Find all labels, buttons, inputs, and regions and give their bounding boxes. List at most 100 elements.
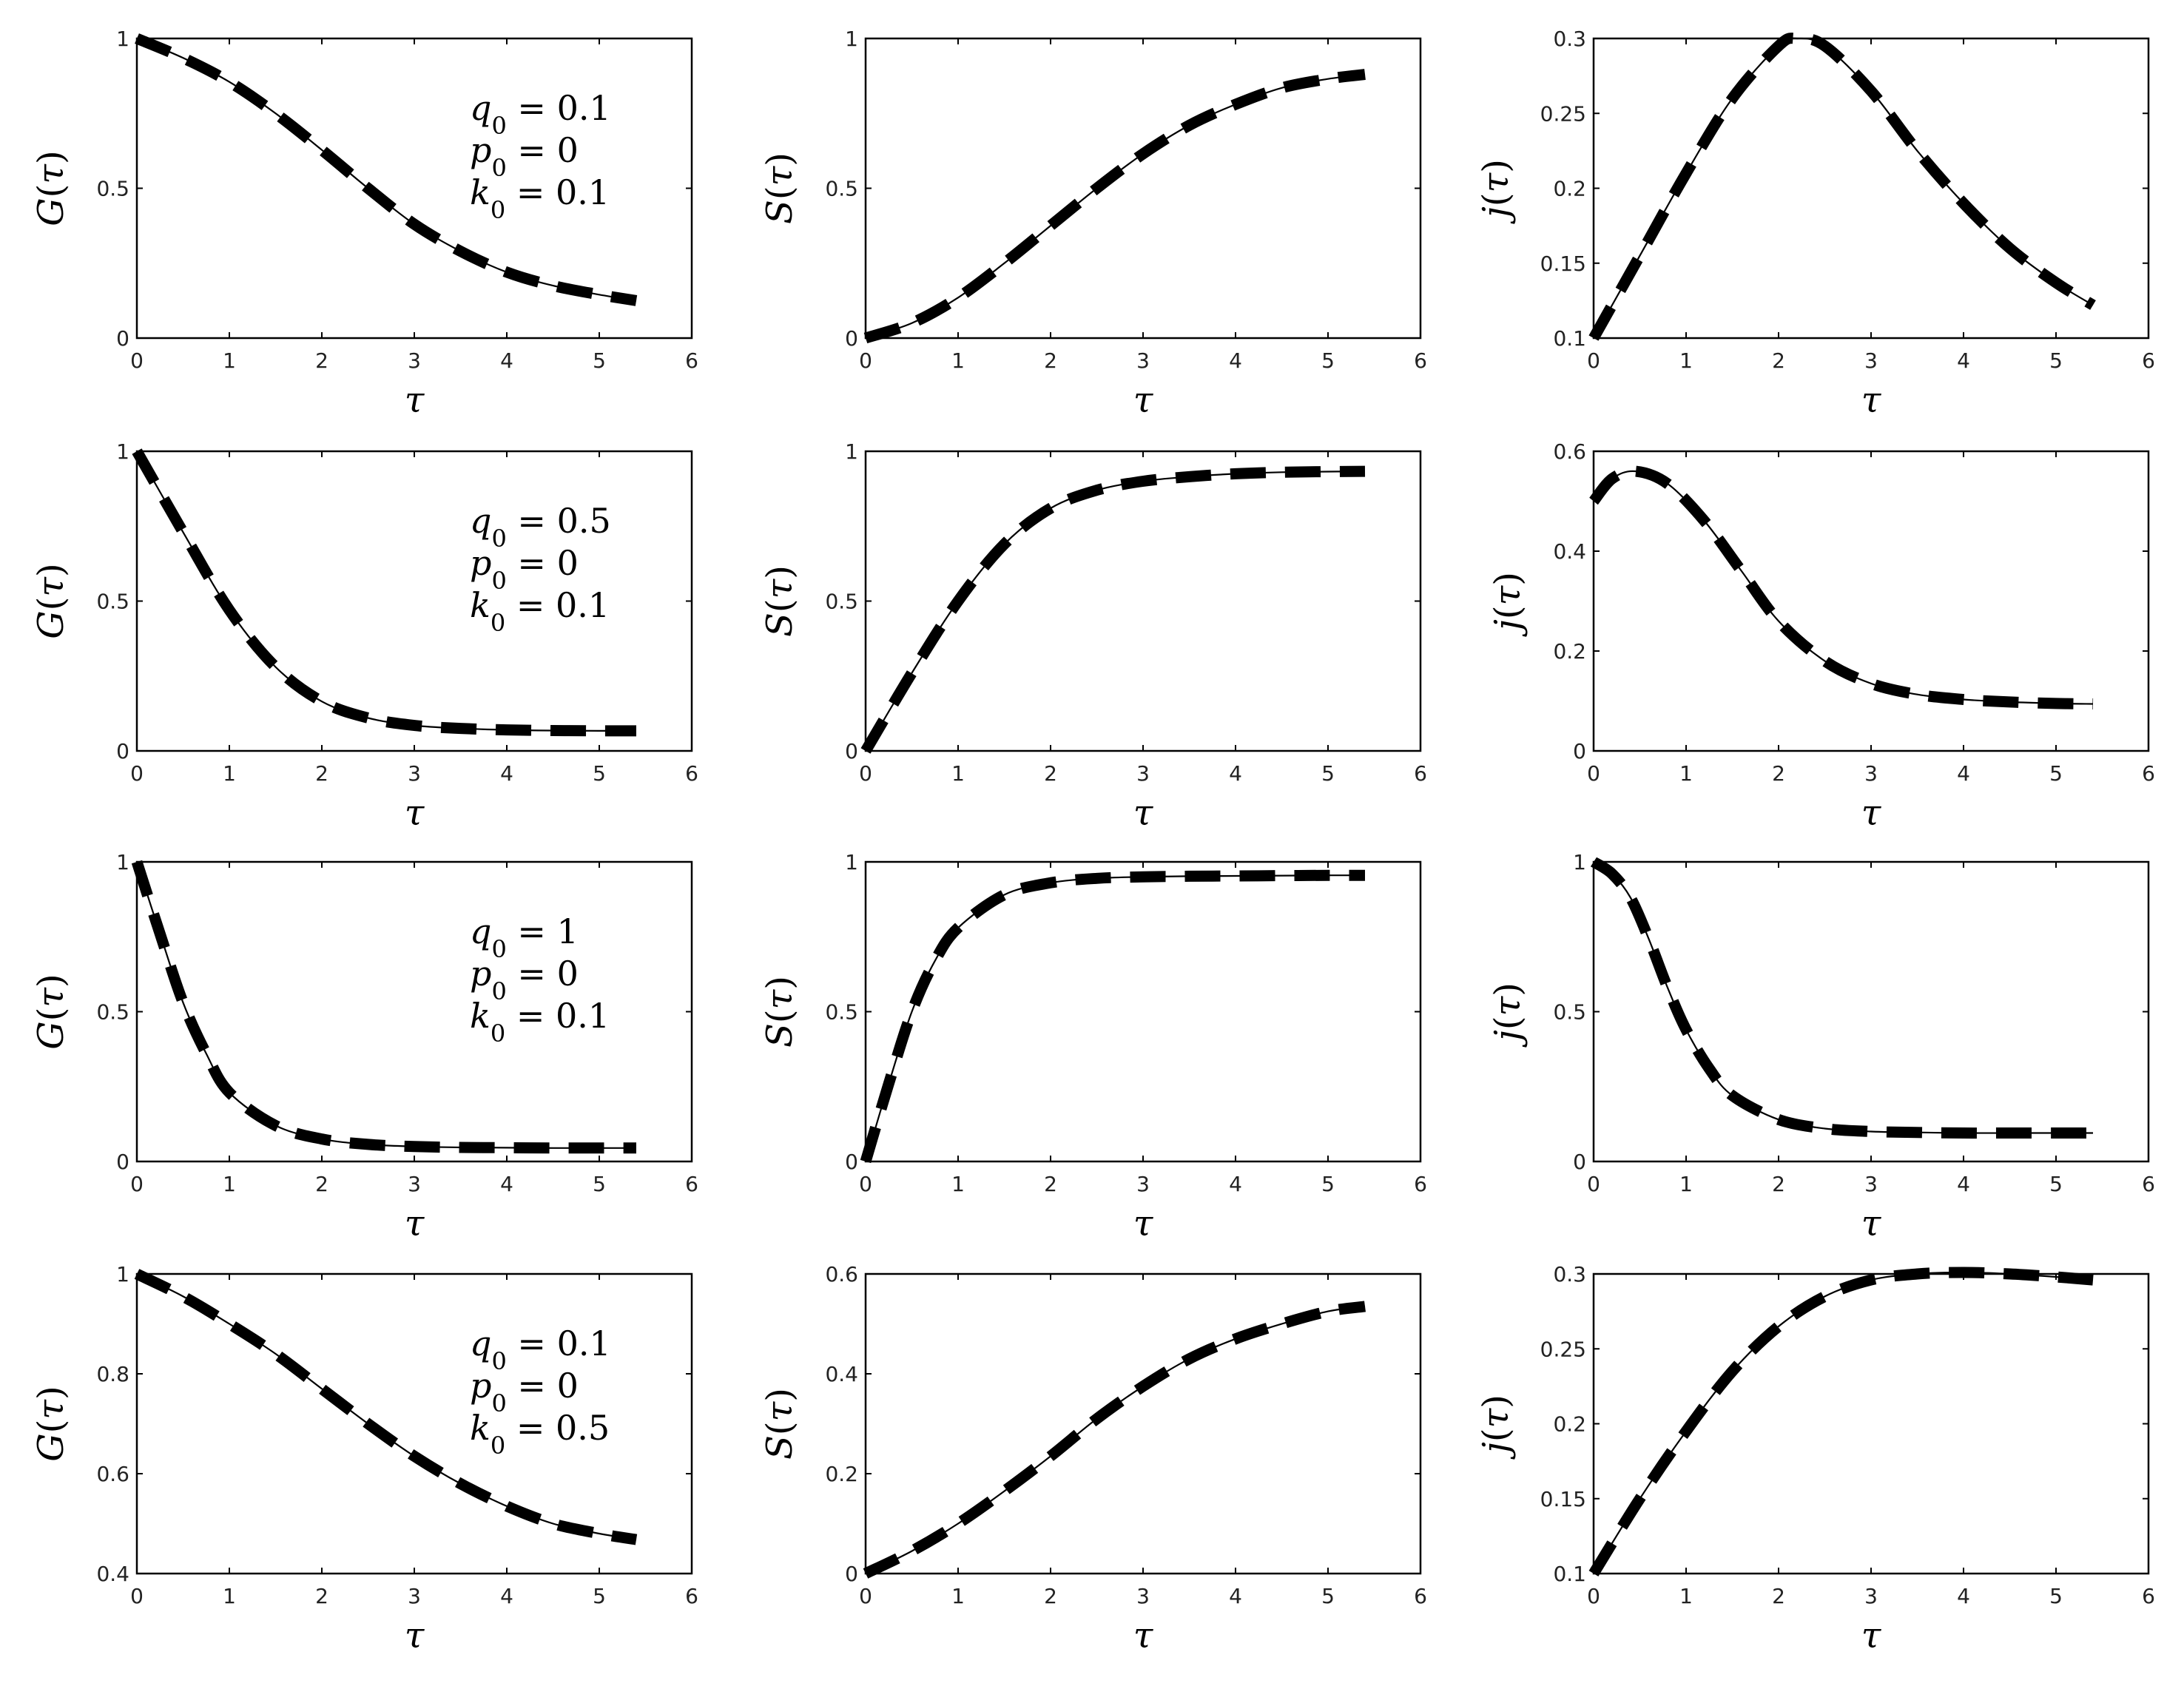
x-tick-label: 3 xyxy=(1136,348,1150,373)
y-tick-label: 0.2 xyxy=(1553,177,1586,201)
y-tick-label: 0.25 xyxy=(1540,1337,1586,1361)
y-tick-label: 0.8 xyxy=(96,1362,129,1386)
x-tick-label: 5 xyxy=(1321,1172,1335,1196)
x-tick-label: 0 xyxy=(859,761,872,786)
x-tick-label: 0 xyxy=(130,348,144,373)
subplot-4-1: 0 1 2 3 4 5 6 0.4 0.6 0.8 1 τ G(τ) q0 = 0.1p0 = 0k0 =… xyxy=(30,1262,698,1656)
x-axis-label: τ xyxy=(1133,792,1154,834)
x-tick-label: 3 xyxy=(1136,1172,1150,1196)
dashed-series-line xyxy=(863,69,1366,344)
y-axis-label: S(τ) xyxy=(759,565,801,637)
x-axis-label: τ xyxy=(1861,1615,1882,1656)
parameter-annotation: q0 = 1 xyxy=(470,911,579,963)
x-tick-label: 5 xyxy=(593,761,606,786)
x-tick-label: 1 xyxy=(1679,1584,1693,1608)
y-axis-label: S(τ) xyxy=(759,1388,801,1460)
x-tick-label: 5 xyxy=(1321,348,1335,373)
x-tick-label: 2 xyxy=(315,348,328,373)
dashed-series-line xyxy=(863,1301,1366,1579)
y-tick-label: 0.6 xyxy=(1553,439,1586,464)
x-tick-label: 1 xyxy=(1679,1172,1693,1196)
y-tick-label: 0.2 xyxy=(1553,639,1586,664)
y-axis-label: j(τ) xyxy=(1487,982,1529,1048)
x-tick-label: 5 xyxy=(593,1584,606,1608)
parameter-annotation: k0 = 0.1 xyxy=(470,996,610,1048)
y-tick-label: 0.15 xyxy=(1540,252,1586,276)
solid-series-line xyxy=(1593,861,2093,1134)
x-tick-label: 6 xyxy=(685,1172,698,1196)
x-tick-label: 0 xyxy=(859,348,872,373)
subplot-2-3: 0 1 2 3 4 5 6 0 0.2 0.4 0.6 τ j(τ) xyxy=(1487,439,2155,834)
x-axis-label: τ xyxy=(1133,1203,1154,1244)
x-tick-label: 6 xyxy=(685,761,698,786)
y-tick-label: 1 xyxy=(116,850,129,874)
y-tick-label: 0.1 xyxy=(1553,1562,1586,1586)
x-tick-label: 2 xyxy=(315,1172,328,1196)
x-tick-label: 6 xyxy=(2142,761,2155,786)
y-tick-label: 0.2 xyxy=(825,1462,858,1486)
y-tick-label: 0.6 xyxy=(825,1262,858,1287)
x-tick-label: 0 xyxy=(130,761,144,786)
x-tick-label: 3 xyxy=(1864,1584,1878,1608)
subplot-2-1: 0 1 2 3 4 5 6 0 0.5 1 τ G(τ) q0 = 0.5p0 = 0k0 = 0.1 xyxy=(30,439,698,834)
parameter-annotation: q0 = 0.5 xyxy=(470,501,611,553)
x-tick-label: 2 xyxy=(315,761,328,786)
y-tick-label: 0.4 xyxy=(825,1362,858,1386)
x-tick-label: 0 xyxy=(859,1584,872,1608)
solid-series-line xyxy=(865,73,1366,340)
x-axis-label: τ xyxy=(1133,1615,1154,1656)
x-tick-label: 4 xyxy=(1957,1584,1970,1608)
x-tick-label: 6 xyxy=(1414,1172,1427,1196)
y-tick-label: 1 xyxy=(1573,850,1586,874)
x-axis-label: τ xyxy=(405,380,425,421)
y-tick-label: 1 xyxy=(116,27,129,51)
x-tick-label: 4 xyxy=(500,348,513,373)
y-tick-label: 0 xyxy=(1573,739,1586,763)
y-tick-label: 0.15 xyxy=(1540,1487,1586,1511)
x-tick-label: 1 xyxy=(223,1172,236,1196)
y-tick-label: 0.3 xyxy=(1553,1262,1586,1287)
parameter-annotation: q0 = 0.1 xyxy=(470,1323,611,1375)
parameter-annotation: k0 = 0.1 xyxy=(470,172,610,224)
y-axis-label: j(τ) xyxy=(1475,159,1517,224)
subplot-4-3: 0 1 2 3 4 5 6 0.1 0.15 0.2 0.25 0.3 τ j(τ) xyxy=(1475,1262,2155,1656)
x-tick-label: 1 xyxy=(1679,761,1693,786)
x-tick-label: 4 xyxy=(500,761,513,786)
y-axis-label: j(τ) xyxy=(1487,572,1529,637)
x-tick-label: 5 xyxy=(593,1172,606,1196)
y-tick-label: 0 xyxy=(116,326,129,351)
x-tick-label: 5 xyxy=(2049,1584,2063,1608)
x-tick-label: 0 xyxy=(130,1172,144,1196)
x-tick-label: 0 xyxy=(1587,348,1600,373)
x-axis-label: τ xyxy=(1861,380,1882,421)
x-tick-label: 5 xyxy=(1321,1584,1335,1608)
dashed-series-line xyxy=(134,1269,638,1545)
x-tick-label: 6 xyxy=(1414,1584,1427,1608)
x-tick-label: 2 xyxy=(1772,1172,1785,1196)
x-tick-label: 6 xyxy=(1414,761,1427,786)
parameter-annotation: p0 = 0 xyxy=(470,543,579,595)
dashed-series-line xyxy=(135,33,638,306)
y-axis-label: S(τ) xyxy=(759,152,801,224)
y-tick-label: 1 xyxy=(116,439,129,464)
x-tick-label: 5 xyxy=(593,348,606,373)
y-tick-label: 1 xyxy=(845,27,858,51)
x-tick-label: 3 xyxy=(408,1172,421,1196)
x-axis-label: τ xyxy=(405,1615,425,1656)
dashed-series-line xyxy=(1588,33,2096,341)
x-tick-label: 1 xyxy=(951,1584,965,1608)
y-tick-label: 1 xyxy=(845,439,858,464)
x-axis-label: τ xyxy=(405,792,425,834)
x-tick-label: 1 xyxy=(951,761,965,786)
y-tick-label: 0.1 xyxy=(1553,326,1586,351)
y-axis-label: G(τ) xyxy=(30,150,72,226)
x-axis-label: τ xyxy=(1133,380,1154,421)
y-tick-label: 0.5 xyxy=(825,590,858,614)
plot-frame xyxy=(1592,1272,2150,1575)
subplot-3-3: 0 1 2 3 4 5 6 0 0.5 1 τ j(τ) xyxy=(1487,850,2155,1244)
y-axis-label: G(τ) xyxy=(30,974,72,1049)
y-tick-label: 0 xyxy=(845,326,858,351)
parameter-annotation: k0 = 0.1 xyxy=(470,585,610,637)
x-tick-label: 2 xyxy=(1044,1584,1057,1608)
y-tick-label: 0.4 xyxy=(96,1562,129,1586)
